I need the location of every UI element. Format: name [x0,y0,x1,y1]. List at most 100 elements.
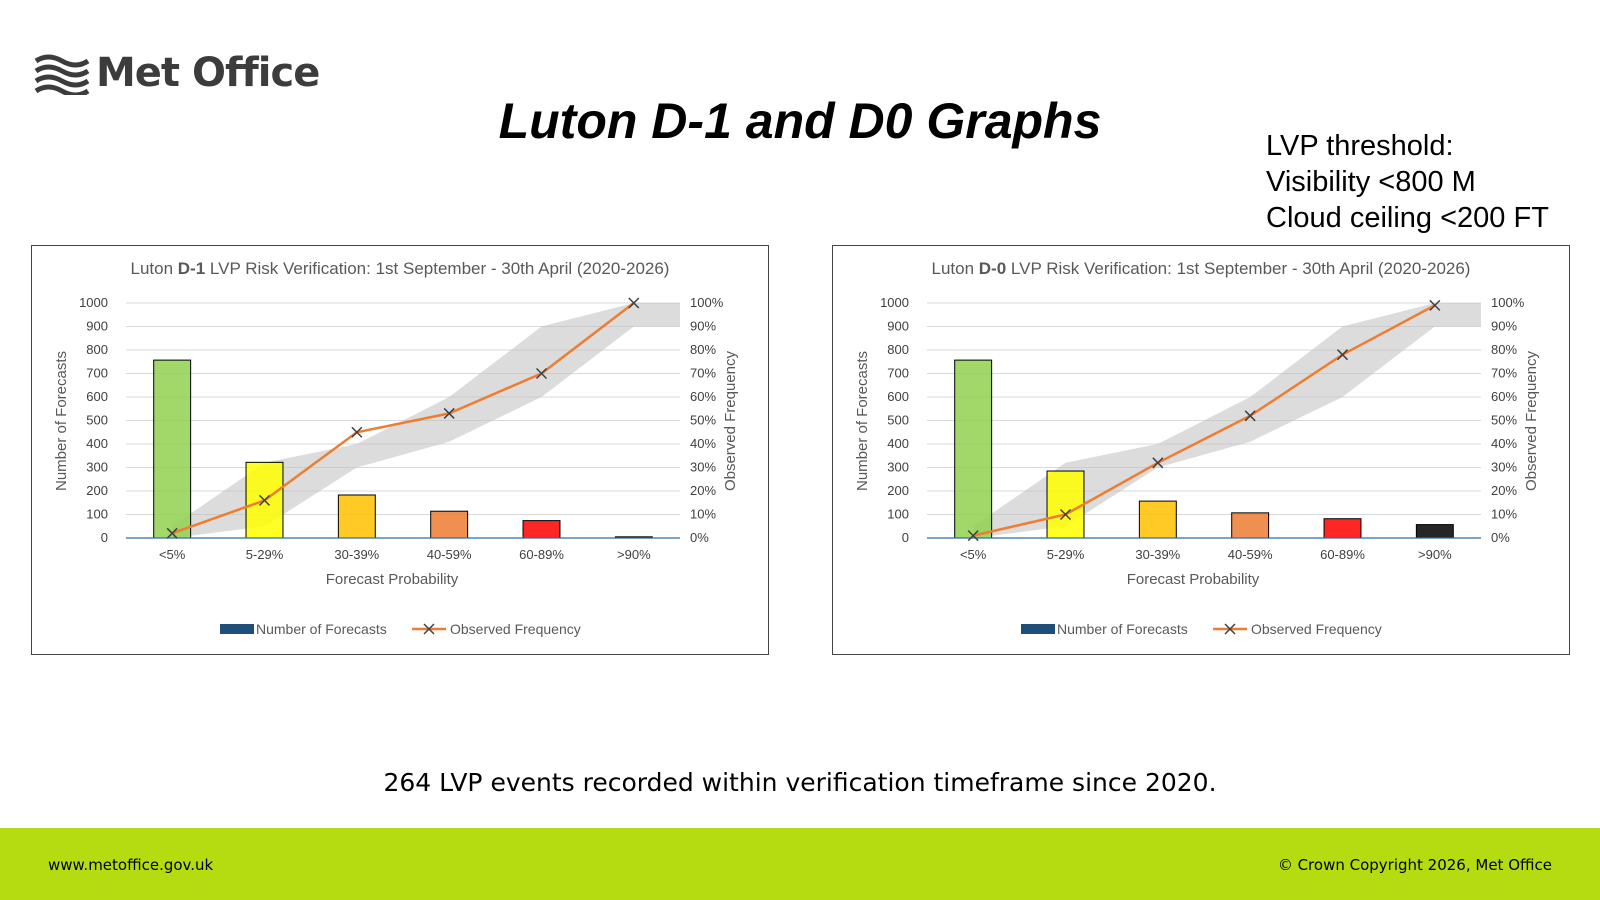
chart-title: Luton D-1 LVP Risk Verification: 1st Sep… [131,259,670,278]
bar [337,494,376,539]
y-tick-label: 900 [887,319,909,334]
legend-bar-label: Number of Forecasts [256,621,387,637]
legend-line-label: Observed Frequency [1251,621,1382,637]
page-title: Luton D-1 and D0 Graphs [498,93,1102,149]
chart-title-prefix: Luton [932,259,979,278]
bar [522,520,561,539]
y-tick-label: 100 [887,507,909,522]
legend-line-label: Observed Frequency [450,621,581,637]
chart-title-suffix: LVP Risk Verification: 1st September - 3… [1006,259,1470,278]
y-tick-label: 0 [101,530,108,545]
threshold-line-3: Cloud ceiling <200 FT [1266,202,1549,234]
x-tick-label: 40-59% [427,547,472,562]
y2-tick-label: 100% [1491,295,1525,310]
bar [1231,512,1270,539]
y-tick-label: 600 [887,389,909,404]
y-tick-label: 400 [86,436,108,451]
legend-line-marker [423,623,435,635]
chart-title: Luton D-0 LVP Risk Verification: 1st Sep… [932,259,1471,278]
x-tick-label: 5-29% [1047,547,1085,562]
legend-bar-swatch [1021,624,1055,634]
y-tick-label: 0 [902,530,909,545]
y2-tick-label: 70% [690,366,716,381]
reliability-band [973,303,1481,538]
y2-tick-label: 90% [1491,319,1517,334]
observed-frequency-marker [1059,508,1072,521]
y-tick-label: 500 [86,413,108,428]
y2-tick-label: 60% [1491,389,1517,404]
met-office-logo: Met Office [34,50,320,96]
x-tick-label: 30-39% [334,547,379,562]
observed-frequency-marker [1152,457,1164,469]
y2-tick-label: 20% [1491,483,1517,498]
threshold-line-2: Visibility <800 M [1266,166,1476,198]
y2-tick-label: 80% [1491,342,1517,357]
met-office-wave-logo-icon [34,54,90,95]
y2-tick-label: 10% [690,507,716,522]
bar [1323,518,1362,539]
y2-tick-label: 90% [690,319,716,334]
y2-tick-label: 70% [1491,366,1517,381]
y-tick-label: 700 [86,366,108,381]
y-tick-label: 300 [887,460,909,475]
y2-axis-title: Observed Frequency [722,350,739,491]
chart-title-bold: D-1 [178,259,205,278]
chart-d0-panel: Luton D-0 LVP Risk Verification: 1st Sep… [832,245,1570,655]
y-tick-label: 1000 [880,295,909,310]
chart-title-prefix: Luton [131,259,178,278]
observed-frequency-marker [443,407,455,419]
y2-tick-label: 100% [690,295,724,310]
y-tick-label: 700 [887,366,909,381]
observed-frequency-marker [535,367,548,380]
y-tick-label: 200 [887,483,909,498]
chart-title-suffix: LVP Risk Verification: 1st September - 3… [205,259,669,278]
y2-tick-label: 30% [1491,460,1517,475]
y2-tick-label: 30% [690,460,716,475]
y-axis-title: Number of Forecasts [854,351,871,491]
bar [1046,470,1085,539]
x-tick-label: <5% [960,547,987,562]
y-tick-label: 800 [86,342,108,357]
threshold-line-1: LVP threshold: [1266,130,1454,162]
y2-tick-label: 50% [1491,413,1517,428]
footer-url[interactable]: www.metoffice.gov.uk [48,856,214,874]
x-axis-title: Forecast Probability [326,571,459,588]
y-tick-label: 300 [86,460,108,475]
y2-tick-label: 50% [690,413,716,428]
y2-tick-label: 0% [690,530,709,545]
observed-frequency-marker [166,527,178,539]
x-tick-label: >90% [1418,547,1452,562]
footer-bar: www.metoffice.gov.uk © Crown Copyright 2… [0,828,1600,900]
chart-d1-panel: Luton D-1 LVP Risk Verification: 1st Sep… [31,245,769,655]
y2-tick-label: 40% [1491,436,1517,451]
x-tick-label: 30-39% [1135,547,1180,562]
bar [1415,524,1454,539]
x-tick-label: >90% [617,547,651,562]
reliability-band [172,303,680,538]
observed-frequency-line [972,304,1436,537]
observed-frequency-marker [1244,410,1256,422]
y-tick-label: 500 [887,413,909,428]
lvp-threshold-note: LVP threshold: Visibility <800 M Cloud c… [1266,128,1549,236]
observed-frequency-marker [1429,299,1441,311]
y-axis-title: Number of Forecasts [53,351,70,491]
events-caption: 264 LVP events recorded within verificat… [383,768,1217,797]
legend-line-marker [1224,623,1236,635]
y2-tick-label: 80% [690,342,716,357]
observed-frequency-marker [628,297,640,309]
y-tick-label: 100 [86,507,108,522]
x-tick-label: 60-89% [1320,547,1365,562]
y2-tick-label: 20% [690,483,716,498]
observed-frequency-marker [258,494,271,506]
y2-axis-title: Observed Frequency [1523,350,1540,491]
x-axis-title: Forecast Probability [1127,571,1260,588]
x-tick-label: 40-59% [1228,547,1273,562]
y-tick-label: 800 [887,342,909,357]
chart-d1: Luton D-1 LVP Risk Verification: 1st Sep… [53,259,739,637]
x-tick-label: <5% [159,547,186,562]
y-tick-label: 900 [86,319,108,334]
y2-tick-label: 10% [1491,507,1517,522]
chart-title-bold: D-0 [979,259,1006,278]
y2-tick-label: 60% [690,389,716,404]
observed-frequency-marker [967,530,979,542]
